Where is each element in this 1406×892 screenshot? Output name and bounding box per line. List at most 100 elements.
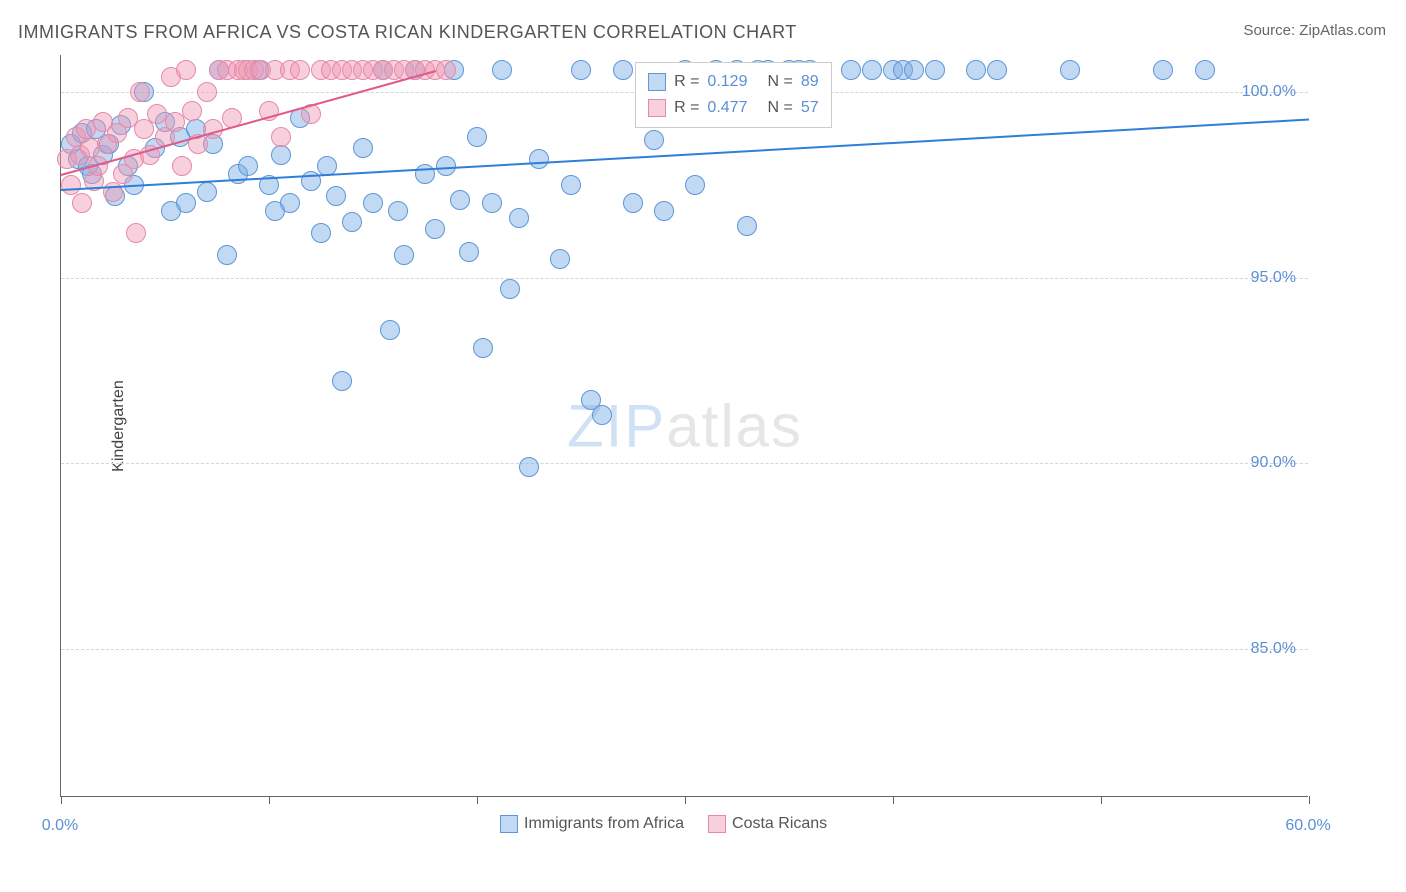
- legend-n-label: N =: [767, 99, 792, 117]
- scatter-point-africa: [332, 371, 352, 391]
- y-axis-label: Kindergarten: [110, 380, 128, 472]
- scatter-point-costarican: [172, 156, 192, 176]
- scatter-point-africa: [904, 60, 924, 80]
- y-tick-label: 85.0%: [1251, 640, 1296, 658]
- scatter-point-africa: [550, 249, 570, 269]
- scatter-point-africa: [217, 245, 237, 265]
- scatter-point-costarican: [271, 127, 291, 147]
- scatter-point-africa: [1153, 60, 1173, 80]
- scatter-point-africa: [623, 193, 643, 213]
- stats-legend: R = 0.129 N = 89 R = 0.477 N = 57: [635, 62, 832, 128]
- scatter-point-africa: [841, 60, 861, 80]
- legend-r-label: R =: [674, 73, 699, 91]
- scatter-point-costarican: [147, 104, 167, 124]
- x-tick: [61, 796, 62, 804]
- legend-swatch: [500, 815, 518, 833]
- scatter-point-africa: [473, 338, 493, 358]
- scatter-point-costarican: [197, 82, 217, 102]
- scatter-point-africa: [176, 193, 196, 213]
- scatter-point-africa: [326, 186, 346, 206]
- legend-r-value: 0.477: [707, 99, 747, 117]
- x-tick: [685, 796, 686, 804]
- scatter-point-africa: [509, 208, 529, 228]
- scatter-point-africa: [685, 175, 705, 195]
- plot-area: Kindergarten 85.0% 90.0% 95.0% 100.0% ZIPatl…: [60, 55, 1308, 797]
- legend-n-value: 57: [801, 99, 819, 117]
- scatter-point-africa: [519, 457, 539, 477]
- scatter-point-africa: [459, 242, 479, 262]
- scatter-point-africa: [450, 190, 470, 210]
- series-legend-label: Costa Ricans: [732, 815, 827, 832]
- scatter-point-africa: [342, 212, 362, 232]
- scatter-point-africa: [197, 182, 217, 202]
- series-legend: Immigrants from Africa Costa Ricans: [500, 815, 827, 833]
- scatter-point-africa: [925, 60, 945, 80]
- legend-r-label: R =: [674, 99, 699, 117]
- series-legend-item: Immigrants from Africa: [500, 815, 684, 833]
- scatter-point-costarican: [72, 193, 92, 213]
- y-tick-label: 95.0%: [1251, 269, 1296, 287]
- stats-legend-row: R = 0.477 N = 57: [648, 95, 819, 121]
- scatter-point-africa: [280, 193, 300, 213]
- scatter-point-africa: [394, 245, 414, 265]
- scatter-point-africa: [271, 145, 291, 165]
- x-tick: [1101, 796, 1102, 804]
- scatter-point-africa: [425, 219, 445, 239]
- chart-title: IMMIGRANTS FROM AFRICA VS COSTA RICAN KI…: [18, 22, 797, 43]
- scatter-point-africa: [571, 60, 591, 80]
- gridline-h: [61, 278, 1308, 279]
- scatter-point-africa: [238, 156, 258, 176]
- x-tick: [477, 796, 478, 804]
- scatter-point-africa: [737, 216, 757, 236]
- scatter-point-africa: [311, 223, 331, 243]
- scatter-point-africa: [388, 201, 408, 221]
- x-tick-label: 60.0%: [1285, 817, 1330, 835]
- scatter-point-africa: [353, 138, 373, 158]
- scatter-point-africa: [415, 164, 435, 184]
- series-legend-item: Costa Ricans: [708, 815, 827, 833]
- scatter-point-africa: [380, 320, 400, 340]
- legend-r-value: 0.129: [707, 73, 747, 91]
- legend-swatch: [648, 99, 666, 117]
- gridline-h: [61, 649, 1308, 650]
- scatter-point-costarican: [436, 60, 456, 80]
- scatter-point-costarican: [61, 175, 81, 195]
- x-tick: [269, 796, 270, 804]
- y-tick-label: 90.0%: [1251, 454, 1296, 472]
- watermark: ZIPatlas: [567, 392, 803, 461]
- scatter-point-africa: [592, 405, 612, 425]
- legend-swatch: [708, 815, 726, 833]
- scatter-point-costarican: [290, 60, 310, 80]
- scatter-point-africa: [529, 149, 549, 169]
- scatter-point-africa: [1195, 60, 1215, 80]
- scatter-point-africa: [862, 60, 882, 80]
- scatter-point-africa: [467, 127, 487, 147]
- legend-n-value: 89: [801, 73, 819, 91]
- x-tick-label: 0.0%: [42, 817, 78, 835]
- scatter-point-africa: [966, 60, 986, 80]
- source-attribution: Source: ZipAtlas.com: [1243, 22, 1386, 39]
- series-legend-label: Immigrants from Africa: [524, 815, 684, 832]
- scatter-point-africa: [654, 201, 674, 221]
- legend-swatch: [648, 73, 666, 91]
- scatter-point-africa: [1060, 60, 1080, 80]
- scatter-point-africa: [363, 193, 383, 213]
- scatter-point-costarican: [182, 101, 202, 121]
- scatter-point-africa: [561, 175, 581, 195]
- scatter-point-costarican: [176, 60, 196, 80]
- x-tick: [1309, 796, 1310, 804]
- scatter-point-africa: [500, 279, 520, 299]
- legend-n-label: N =: [767, 73, 792, 91]
- x-tick: [893, 796, 894, 804]
- scatter-point-costarican: [130, 82, 150, 102]
- scatter-point-costarican: [126, 223, 146, 243]
- scatter-point-africa: [644, 130, 664, 150]
- scatter-point-africa: [482, 193, 502, 213]
- gridline-h: [61, 463, 1308, 464]
- scatter-point-africa: [613, 60, 633, 80]
- scatter-point-africa: [492, 60, 512, 80]
- stats-legend-row: R = 0.129 N = 89: [648, 69, 819, 95]
- regression-line-africa: [61, 118, 1309, 190]
- scatter-point-africa: [987, 60, 1007, 80]
- y-tick-label: 100.0%: [1242, 83, 1296, 101]
